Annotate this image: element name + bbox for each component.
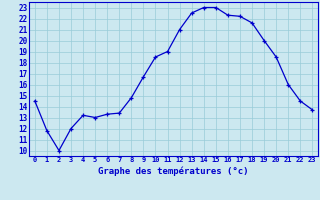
X-axis label: Graphe des températures (°c): Graphe des températures (°c)	[98, 166, 249, 176]
